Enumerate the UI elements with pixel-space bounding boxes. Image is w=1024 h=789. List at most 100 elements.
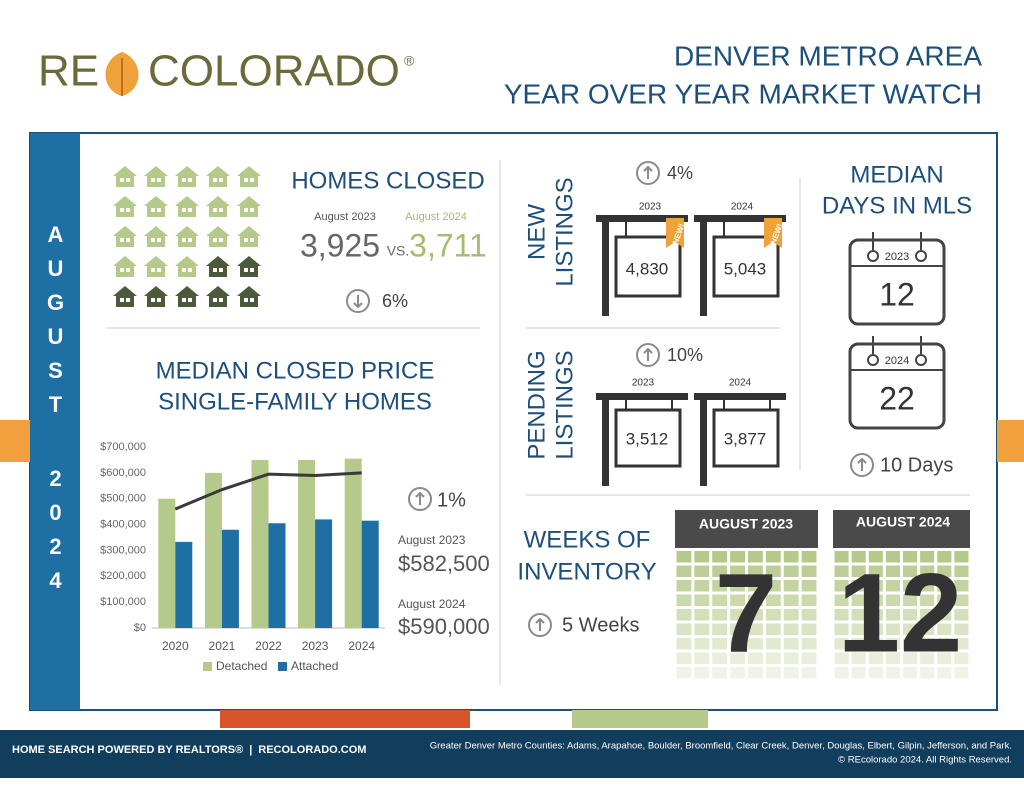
change-icon: [636, 343, 660, 367]
house-icon: [237, 256, 261, 277]
calendar-cell: [834, 623, 849, 635]
calendar-cell: [851, 667, 866, 679]
calendar-cell: [712, 609, 728, 621]
calendar-cell: [748, 623, 763, 635]
calendar-cell: [885, 565, 900, 577]
calendar-cell: [730, 623, 745, 635]
bar: [361, 520, 379, 628]
calendar-cell: [694, 667, 710, 679]
year-label: August 2024: [398, 597, 466, 611]
calendar-cell: [868, 580, 883, 592]
calendar-cell: [937, 667, 952, 679]
calendar-cell: [954, 623, 969, 635]
bar: [315, 519, 333, 628]
side-year: 2024: [43, 466, 68, 602]
calendar-cell: [783, 638, 799, 650]
footer-link[interactable]: RECOLORADO.COM: [258, 744, 366, 756]
section-title: DAYS IN MLS: [822, 192, 972, 219]
calendar-cell: [903, 565, 918, 577]
calendar-cell: [801, 623, 817, 635]
sign-post: [700, 393, 707, 486]
calendar-cell: [712, 638, 728, 650]
change: 4%: [667, 163, 693, 183]
sign-post: [694, 393, 786, 400]
bar: [298, 459, 316, 628]
legend-label: Attached: [291, 659, 338, 673]
logo-text: COLORADO: [148, 47, 400, 96]
legend-swatch: [203, 662, 212, 671]
calendar-cell: [748, 638, 763, 650]
calendar-cell: [748, 551, 763, 563]
calendar-cell: [676, 652, 692, 664]
calendar-cell: [937, 580, 952, 592]
change-arrow: [415, 491, 425, 505]
calendar-cell: [903, 638, 918, 650]
calendar-cell: [730, 667, 745, 679]
calendar-cell: [851, 609, 866, 621]
year-label: 2023: [639, 202, 662, 213]
section-title: MEDIAN CLOSED PRICE: [156, 357, 435, 384]
bar: [221, 529, 239, 628]
house-icon: [175, 286, 199, 307]
sign-icons: NEW! NEW!: [596, 215, 786, 316]
section-title: NEW: [523, 204, 550, 260]
logo-leaf: [105, 52, 139, 96]
calendar-cell: [903, 667, 918, 679]
y-tick-label: $400,000: [100, 518, 146, 530]
calendar-header: AUGUST 2024: [856, 514, 950, 530]
calendar-cell: [694, 652, 710, 664]
calendar-cell: [868, 667, 883, 679]
footer-text: Greater Denver Metro Counties: Adams, Ar…: [430, 741, 1012, 752]
calendar-cell: [783, 565, 799, 577]
change: 10 Days: [880, 454, 953, 476]
calendar-cell: [851, 551, 866, 563]
house-icon: [113, 286, 137, 307]
calendar-cell: [676, 551, 692, 563]
calendar-cell: [885, 652, 900, 664]
calendar-cell: [834, 565, 849, 577]
calendar-cell: [765, 551, 781, 563]
x-tick-label: 2020: [162, 639, 189, 653]
calendar-cell: [783, 667, 799, 679]
year-label: August 2023: [314, 211, 376, 223]
calendar-cell: [712, 594, 728, 606]
year-label: August 2023: [398, 533, 466, 547]
calendar-cell: [765, 580, 781, 592]
side-month: AUGUST: [43, 222, 68, 426]
calendar-cell: [730, 652, 745, 664]
calendar-cell: [885, 551, 900, 563]
legend-swatch: [278, 662, 287, 671]
bar: [344, 458, 362, 628]
calendar-cell: [851, 565, 866, 577]
house-icon: [144, 226, 168, 247]
calendar-cell: [783, 623, 799, 635]
calendar-cell: [851, 580, 866, 592]
calendar-cell: [801, 638, 817, 650]
stat-value: 3,877: [724, 429, 767, 448]
bar: [204, 472, 222, 628]
calendar-cell: [885, 667, 900, 679]
y-tick-label: $200,000: [100, 570, 146, 582]
vs-label: VS.: [387, 243, 410, 259]
section-title: LISTINGS: [551, 177, 578, 286]
stat-value: 3,512: [626, 429, 669, 448]
calendar-cell: [783, 594, 799, 606]
house-icon: [113, 166, 137, 187]
year-label: August 2024: [405, 211, 467, 223]
calendar-cell: [834, 551, 849, 563]
calendar-cell: [920, 638, 935, 650]
change-arrow: [353, 295, 363, 309]
calendar-cell: [748, 565, 763, 577]
calendar-cell: [801, 565, 817, 577]
calendar-cell: [783, 551, 799, 563]
calendar-cell: [712, 565, 728, 577]
calendar-cell: [851, 638, 866, 650]
calendar-cell: [868, 594, 883, 606]
line: [174, 471, 362, 511]
calendar-cell: [694, 551, 710, 563]
change-icon: [850, 453, 874, 477]
calendar-cell: [676, 594, 692, 606]
stat-value: 12: [838, 551, 963, 676]
stat-value: 3,925: [300, 227, 380, 263]
